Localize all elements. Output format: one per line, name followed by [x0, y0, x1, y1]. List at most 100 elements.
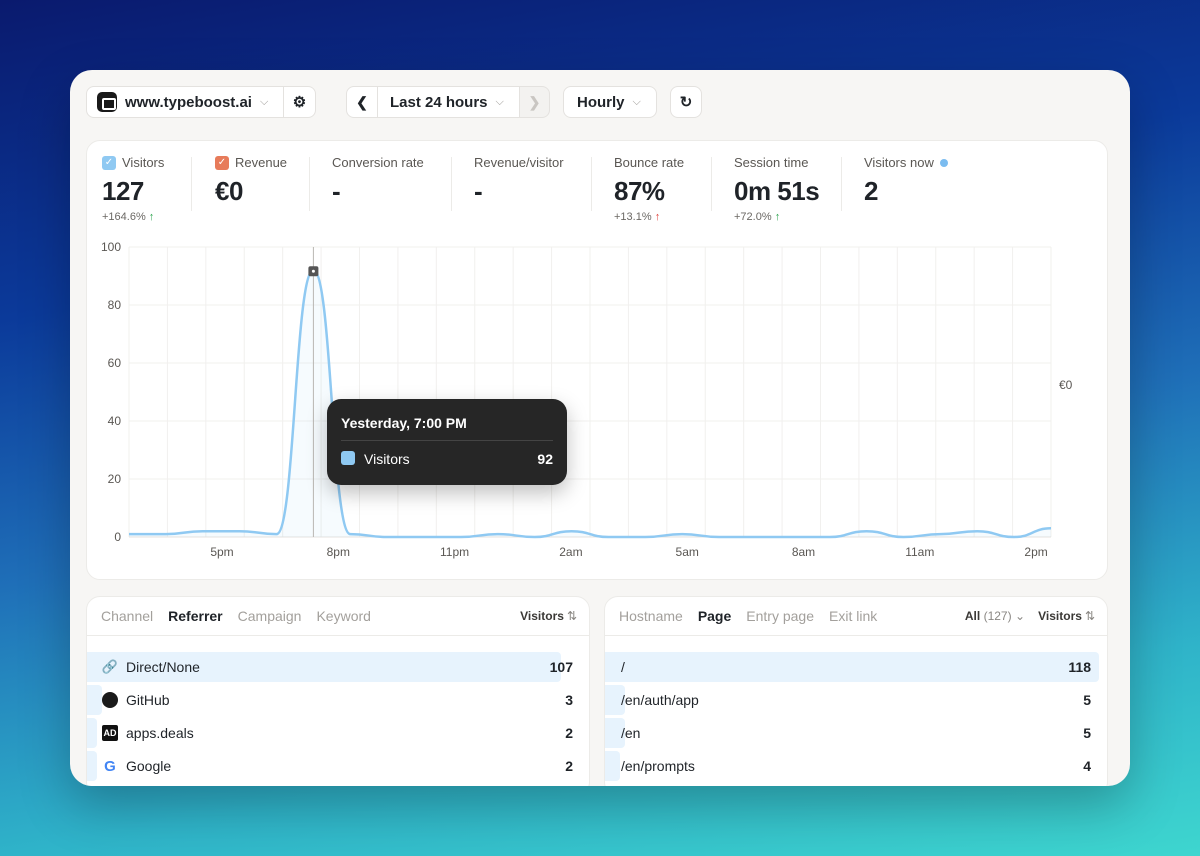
- y-tick-label: 20: [108, 472, 122, 486]
- value-bar: [87, 751, 97, 781]
- metric-visitors[interactable]: ✓ Visitors 127 +164.6% ↑: [102, 155, 164, 223]
- pages-panel: Hostname Page Entry page Exit link All (…: [604, 596, 1108, 786]
- metric-label: Visitors: [122, 155, 165, 170]
- refresh-button[interactable]: ↻: [670, 86, 702, 118]
- tab-campaign[interactable]: Campaign: [237, 608, 302, 624]
- list-item[interactable]: /en 5: [605, 718, 1099, 748]
- metric-conversion-rate[interactable]: Conversion rate -: [332, 155, 424, 207]
- chart-tooltip: Yesterday, 7:00 PM Visitors 92: [327, 399, 567, 485]
- x-tick-label: 2am: [559, 545, 582, 559]
- value-bar: [605, 751, 620, 781]
- settings-button[interactable]: ⚙: [284, 86, 316, 118]
- metric-change-text: +13.1%: [614, 211, 652, 223]
- metric-label: Visitors now: [864, 155, 934, 170]
- tab-keyword[interactable]: Keyword: [316, 608, 371, 624]
- previous-period-button[interactable]: ❮: [346, 86, 378, 118]
- tooltip-swatch: [341, 451, 355, 465]
- metric-revenue-label-row: ✓ Revenue: [215, 155, 287, 170]
- divider: [309, 157, 310, 211]
- metric-value: -: [332, 176, 341, 206]
- tab-page[interactable]: Page: [697, 608, 732, 624]
- sort-visitors-button[interactable]: Visitors ⇅: [1038, 609, 1095, 623]
- sources-panel: Channel Referrer Campaign Keyword Visito…: [86, 596, 590, 786]
- app-window: www.typeboost.ai ⌵ ⚙ ❮ Last 24 hours ⌵ ❯…: [70, 70, 1130, 786]
- sort-visitors-button[interactable]: Visitors ⇅: [520, 609, 577, 623]
- chevron-down-icon: ⌵: [259, 95, 269, 108]
- filter-label: All: [964, 609, 981, 623]
- list-item-value: 5: [1083, 725, 1091, 741]
- list-item-value: 118: [1068, 659, 1091, 675]
- metric-visitors-now-label-row: Visitors now: [864, 155, 948, 170]
- arrow-up-icon: ↑: [654, 211, 661, 223]
- sort-label: Visitors: [520, 609, 564, 623]
- list-item[interactable]: G Google 2: [87, 751, 581, 781]
- metric-value: -: [474, 176, 483, 206]
- hover-point: [311, 269, 315, 273]
- checkbox-icon[interactable]: ✓: [215, 155, 229, 170]
- metric-revenue-per-visitor[interactable]: Revenue/visitor -: [474, 155, 564, 207]
- github-icon: [101, 691, 119, 709]
- tab-hostname[interactable]: Hostname: [619, 608, 683, 624]
- y-tick-label: 40: [108, 414, 122, 428]
- visitors-chart[interactable]: 0 20 40 60 80 100 5pm 8pm 11pm 2am 5am 8am 11am 2pm €0: [87, 237, 1109, 567]
- interval-selector[interactable]: Hourly ⌵: [563, 86, 657, 118]
- filter-count: (127): [983, 609, 1012, 623]
- divider: [841, 157, 842, 211]
- x-tick-label: 11pm: [440, 545, 469, 559]
- list-item[interactable]: AD apps.deals 2: [87, 718, 581, 748]
- list-item-value: 4: [1083, 758, 1091, 774]
- tab-channel[interactable]: Channel: [101, 608, 154, 624]
- page-filter-dropdown[interactable]: All (127) ⌄: [965, 609, 1025, 623]
- tab-entry-page[interactable]: Entry page: [746, 608, 814, 624]
- date-range-selector[interactable]: Last 24 hours ⌵: [378, 86, 520, 118]
- checkbox-icon[interactable]: ✓: [102, 155, 116, 170]
- list-item[interactable]: / 118: [605, 652, 1099, 682]
- site-selector[interactable]: www.typeboost.ai ⌵: [86, 86, 284, 118]
- divider: [591, 157, 592, 211]
- metric-visitors-now[interactable]: Visitors now 2: [864, 155, 948, 207]
- metric-change: +164.6% ↑: [102, 211, 164, 223]
- metric-change-text: +72.0%: [734, 211, 772, 223]
- pages-tabs: Hostname Page Entry page Exit link: [619, 608, 877, 624]
- metric-session-time[interactable]: Session time 0m 51s +72.0% ↑: [734, 155, 820, 223]
- metric-revenue[interactable]: ✓ Revenue €0: [215, 155, 287, 207]
- chevron-down-icon: ⌄: [1014, 609, 1025, 623]
- value-bar: [87, 685, 102, 715]
- y-tick-label: 60: [108, 356, 122, 370]
- divider: [87, 635, 589, 636]
- list-item[interactable]: /en/auth/app 5: [605, 685, 1099, 715]
- value-bar: [87, 718, 97, 748]
- metric-bounce-rate[interactable]: Bounce rate 87% +13.1% ↑: [614, 155, 684, 223]
- divider: [605, 635, 1107, 636]
- list-item-label: /en/auth/app: [621, 692, 699, 708]
- site-name: www.typeboost.ai: [125, 93, 252, 111]
- list-item-value: 3: [565, 692, 573, 708]
- list-item[interactable]: 🔗 Direct/None 107: [87, 652, 581, 682]
- chevron-down-icon: ⌵: [632, 95, 641, 108]
- y-tick-label: 80: [108, 298, 122, 312]
- arrow-up-icon: ↑: [774, 211, 781, 223]
- x-tick-label: 5am: [676, 545, 699, 559]
- tab-referrer[interactable]: Referrer: [168, 608, 223, 624]
- sort-icon: ⇅: [1084, 609, 1095, 623]
- x-tick-label: 11am: [905, 545, 934, 559]
- tab-exit-link[interactable]: Exit link: [829, 608, 878, 624]
- list-item[interactable]: GitHub 3: [87, 685, 581, 715]
- refresh-icon: ↻: [679, 94, 693, 111]
- value-bar: [605, 718, 625, 748]
- list-item-label: apps.deals: [126, 725, 194, 741]
- list-item-label: Direct/None: [126, 659, 200, 675]
- chevron-left-icon: ❮: [356, 93, 368, 110]
- sort-label: Visitors: [1038, 609, 1082, 623]
- metric-visitors-label-row: ✓ Visitors: [102, 155, 164, 170]
- next-period-button[interactable]: ❯: [520, 86, 550, 118]
- list-item[interactable]: /en/prompts 4: [605, 751, 1099, 781]
- x-tick-label: 2pm: [1024, 545, 1047, 559]
- metric-label: Session time: [734, 155, 809, 170]
- arrow-up-icon: ↑: [148, 211, 155, 223]
- gear-icon: ⚙: [292, 94, 307, 111]
- interval-label: Hourly: [577, 93, 625, 111]
- list-item-value: 2: [565, 758, 573, 774]
- value-bar: [87, 652, 562, 682]
- divider: [711, 157, 712, 211]
